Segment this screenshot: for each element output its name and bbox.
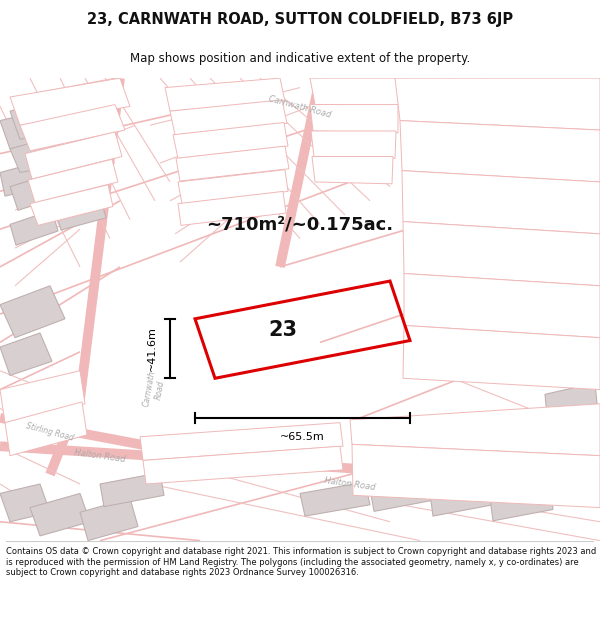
Text: 23: 23 <box>268 319 297 339</box>
Polygon shape <box>55 196 106 230</box>
Polygon shape <box>403 222 600 286</box>
Polygon shape <box>404 274 600 338</box>
Text: Halton Road: Halton Road <box>74 448 126 464</box>
Polygon shape <box>140 422 343 461</box>
Polygon shape <box>10 173 63 210</box>
Text: ~41.6m: ~41.6m <box>147 326 157 371</box>
Polygon shape <box>5 402 87 456</box>
Text: 23, CARNWATH ROAD, SUTTON COLDFIELD, B73 6JP: 23, CARNWATH ROAD, SUTTON COLDFIELD, B73… <box>87 12 513 27</box>
Polygon shape <box>312 156 393 184</box>
Polygon shape <box>70 86 118 121</box>
Polygon shape <box>310 78 400 106</box>
Polygon shape <box>350 404 600 456</box>
Polygon shape <box>0 371 85 423</box>
Polygon shape <box>0 111 50 149</box>
Polygon shape <box>490 487 553 521</box>
Polygon shape <box>80 498 138 541</box>
Polygon shape <box>540 350 598 382</box>
Text: Carnwath Road: Carnwath Road <box>268 94 332 119</box>
Polygon shape <box>178 169 288 204</box>
Polygon shape <box>400 121 600 182</box>
Polygon shape <box>173 122 288 158</box>
Polygon shape <box>310 104 398 133</box>
Polygon shape <box>165 78 285 111</box>
Polygon shape <box>311 131 396 158</box>
Polygon shape <box>480 147 545 179</box>
Polygon shape <box>430 482 493 516</box>
Polygon shape <box>178 191 286 226</box>
Text: ~710m²/~0.175ac.: ~710m²/~0.175ac. <box>206 216 394 233</box>
Polygon shape <box>210 165 256 199</box>
Polygon shape <box>65 121 118 156</box>
Polygon shape <box>205 126 262 163</box>
Polygon shape <box>0 286 65 338</box>
Polygon shape <box>530 284 584 316</box>
Polygon shape <box>545 416 594 448</box>
Polygon shape <box>28 159 118 202</box>
Polygon shape <box>403 326 600 389</box>
Polygon shape <box>30 185 113 226</box>
Polygon shape <box>176 146 289 181</box>
Polygon shape <box>0 484 50 522</box>
Polygon shape <box>395 78 600 130</box>
Text: Carnwath
Road: Carnwath Road <box>142 370 168 409</box>
Polygon shape <box>25 132 122 179</box>
Text: Map shows position and indicative extent of the property.: Map shows position and indicative extent… <box>130 52 470 65</box>
Polygon shape <box>100 472 164 507</box>
Polygon shape <box>520 218 585 250</box>
Polygon shape <box>20 104 125 151</box>
Text: ~65.5m: ~65.5m <box>280 432 325 442</box>
Polygon shape <box>10 97 75 139</box>
Polygon shape <box>0 163 45 196</box>
Polygon shape <box>300 482 370 516</box>
Polygon shape <box>490 180 550 212</box>
Polygon shape <box>200 88 278 126</box>
Polygon shape <box>402 171 600 234</box>
Polygon shape <box>535 317 583 349</box>
Polygon shape <box>460 83 526 114</box>
Text: Contains OS data © Crown copyright and database right 2021. This information is : Contains OS data © Crown copyright and d… <box>6 548 596 577</box>
Polygon shape <box>143 446 343 484</box>
Polygon shape <box>10 210 58 245</box>
Polygon shape <box>0 333 52 376</box>
Polygon shape <box>545 383 597 415</box>
Polygon shape <box>170 100 287 135</box>
Polygon shape <box>370 478 434 511</box>
Polygon shape <box>470 114 536 146</box>
Polygon shape <box>352 444 600 508</box>
Polygon shape <box>10 78 130 126</box>
Polygon shape <box>525 251 585 283</box>
Polygon shape <box>58 158 112 193</box>
Text: Halton Road: Halton Road <box>324 476 376 492</box>
Text: Stirling Road: Stirling Road <box>25 421 75 442</box>
Polygon shape <box>30 493 90 536</box>
Polygon shape <box>10 135 70 172</box>
